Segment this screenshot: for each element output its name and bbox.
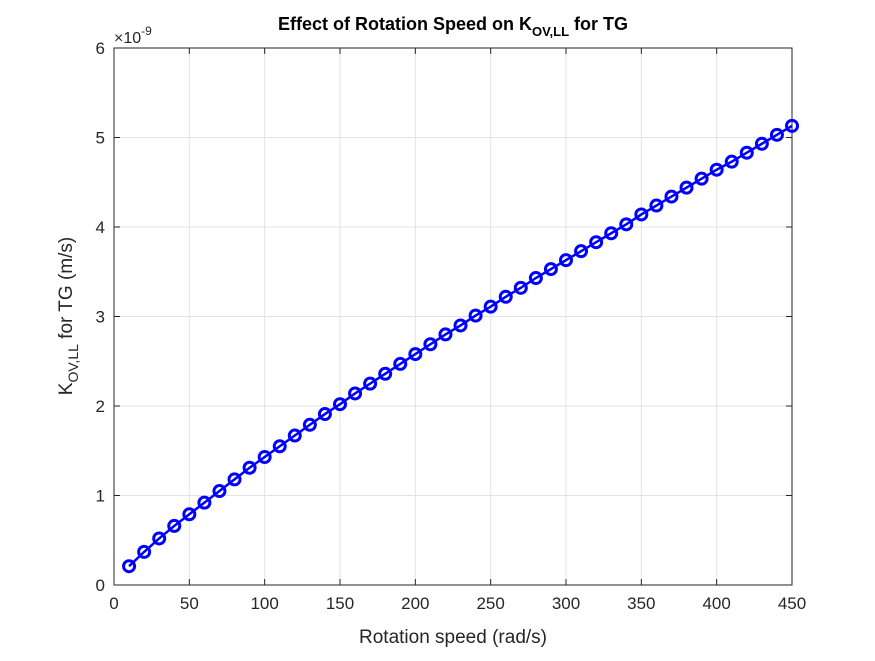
x-tick-label: 0 <box>109 594 118 613</box>
x-tick-label: 200 <box>401 594 429 613</box>
y-axis-exponent: ×10-9 <box>114 24 152 47</box>
x-tick-label: 100 <box>250 594 278 613</box>
data-point-marker <box>604 226 619 241</box>
data-point-marker <box>272 439 287 454</box>
data-point-marker <box>242 460 257 475</box>
grid <box>114 48 792 585</box>
data-point-marker <box>137 544 152 559</box>
y-axis-label-main: K <box>56 382 77 395</box>
data-point-marker <box>468 308 483 323</box>
y-tick-label: 4 <box>96 218 105 237</box>
data-point-marker <box>317 407 332 422</box>
data-point-marker <box>498 289 513 304</box>
data-point-marker <box>694 171 709 186</box>
data-point-marker <box>167 518 182 533</box>
x-axis-label: Rotation speed (rad/s) <box>359 627 547 648</box>
y-tick-label: 0 <box>96 576 105 595</box>
data-point-marker <box>528 271 543 286</box>
y-axis-label-suffix: for TG (m/s) <box>56 237 77 344</box>
chart-title-suffix: for TG <box>569 14 628 34</box>
data-point-marker <box>754 136 769 151</box>
y-tick-label: 3 <box>96 308 105 327</box>
data-point-marker <box>363 376 378 391</box>
data-point-marker <box>589 235 604 250</box>
data-point-marker <box>302 417 317 432</box>
chart-title-main: Effect of Rotation Speed on K <box>278 14 532 34</box>
data-point-marker <box>212 484 227 499</box>
chart-title: Effect of Rotation Speed on KOV,LL for T… <box>278 14 628 39</box>
x-tick-label: 50 <box>180 594 199 613</box>
data-point-marker <box>574 244 589 259</box>
data-point-marker <box>739 145 754 160</box>
y-axis-exponent-power: -9 <box>141 24 152 38</box>
data-point-marker <box>287 428 302 443</box>
data-point-marker <box>333 397 347 412</box>
data-point-marker <box>257 450 272 465</box>
y-tick-label: 6 <box>96 39 105 58</box>
y-tick-label: 2 <box>96 397 105 416</box>
data-point-marker <box>197 495 212 510</box>
data-point-marker <box>423 337 438 352</box>
axis-ticks: 0 50 100 150 200 250 300 350 400 450 0 1 2 3 4 5 6 <box>96 39 807 613</box>
data-point-marker <box>543 262 558 277</box>
data-point-marker <box>513 280 528 295</box>
x-tick-label: 300 <box>552 594 580 613</box>
data-point-marker <box>559 253 573 268</box>
data-point-marker <box>348 386 363 401</box>
chart-title-subscript: OV,LL <box>532 24 569 39</box>
data-point-marker <box>724 154 739 169</box>
y-tick-label: 1 <box>96 487 105 506</box>
data-point-marker <box>483 299 498 314</box>
y-tick-label: 5 <box>96 129 105 148</box>
data-point-marker <box>438 327 453 342</box>
data-point-marker <box>785 118 799 133</box>
series-layer <box>122 118 799 574</box>
data-point-marker <box>634 207 649 222</box>
data-point-marker <box>664 189 679 204</box>
data-point-marker <box>122 559 137 574</box>
x-tick-label: 150 <box>326 594 354 613</box>
data-point-marker <box>769 127 784 142</box>
y-axis-label-subscript: OV,LL <box>65 344 81 383</box>
data-point-marker <box>679 180 694 195</box>
data-point-marker <box>152 531 167 546</box>
data-point-marker <box>227 472 242 487</box>
y-axis-label: KOV,LL for TG (m/s) <box>56 237 81 395</box>
x-tick-label: 400 <box>702 594 730 613</box>
data-point-marker <box>393 356 408 371</box>
x-tick-label: 350 <box>627 594 655 613</box>
data-point-marker <box>182 507 197 522</box>
data-point-marker <box>378 366 393 381</box>
x-tick-label: 450 <box>778 594 806 613</box>
data-point-marker <box>709 162 724 177</box>
data-point-marker <box>649 198 664 213</box>
data-point-marker <box>619 217 634 232</box>
data-point-marker <box>408 347 423 362</box>
x-tick-label: 250 <box>476 594 504 613</box>
data-point-marker <box>453 318 468 333</box>
y-axis-exponent-base: ×10 <box>114 30 141 47</box>
